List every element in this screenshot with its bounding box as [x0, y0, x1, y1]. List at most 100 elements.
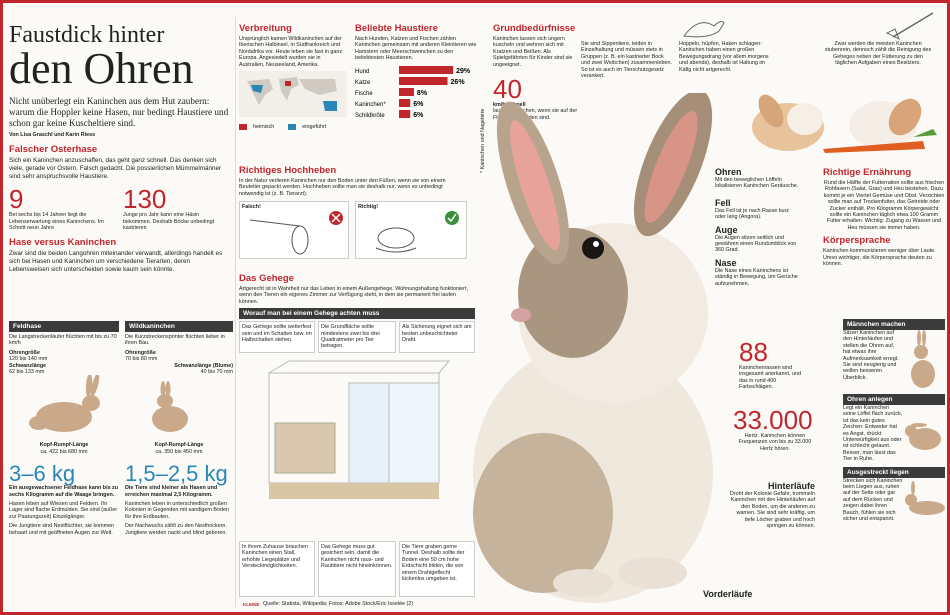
behaviour-1-label: Männchen machen — [843, 319, 945, 330]
wildkaninchen-life-text: Kaninchen leben in unterschiedlich große… — [125, 501, 229, 520]
koerper-behaviours: Männchen machen Sitzen Kaninchen auf den… — [843, 319, 945, 528]
chart-value-label: 8% — [417, 90, 428, 97]
wildkaninchen-kr-value: ca. 350 bis 450 mm — [155, 448, 203, 455]
hinterlaeufe-heading: Hinterläufe — [767, 481, 815, 491]
nase-text: Die Nase eines Kaninchens ist ständig in… — [715, 267, 798, 287]
wildkaninchen-schwanz-label: Schwanzlänge (Blume) — [174, 362, 233, 369]
bewegung-text: Hoppeln, hüpfen, Haken schlagen: Kaninch… — [679, 41, 769, 73]
vorderlaeufe-heading: Vorderläufe — [703, 589, 753, 599]
stat-33000-value: 33.000 — [733, 405, 813, 435]
hinterlaeufe: Hinterläufe Droht der Kolonie Gefahr, tr… — [729, 481, 815, 529]
koerper-heading: Körpersprache — [823, 235, 891, 247]
chart-value-label: 6% — [413, 101, 424, 108]
auge-text: Die Augen sitzen seitlich und gewähren e… — [715, 234, 797, 254]
source-line: Quelle: Statista, Wikipedia; Fotos: Adob… — [263, 601, 414, 607]
chart-bar — [399, 109, 411, 118]
feldhase-weight-text: Ein ausgewachsener Feldhase kann bis zu … — [9, 485, 119, 498]
falsch-label: Falsch! — [242, 204, 261, 211]
feldhase-weight: 3–6 kg — [9, 461, 76, 487]
stat-9-value: 9 — [9, 184, 24, 215]
hochheben-text: In der Natur verlieren Kaninchen nur den… — [239, 178, 446, 197]
legend-blue-swatch — [288, 124, 297, 131]
stat-33000-text: Hertz. Kaninchen können Frequenzen von b… — [738, 433, 812, 452]
hase-text: Zwar sind die beiden Langohren miteinand… — [9, 250, 223, 273]
lead-text: Nicht unüberlegt ein Kaninchen aus dem H… — [9, 96, 229, 128]
wildkaninchen-young-text: Der Nachwuchs zählt zu den Nesthockern. … — [125, 523, 227, 536]
title-line2: den Ohren — [9, 44, 194, 93]
chart-category-label: Fische — [355, 91, 373, 97]
gehege-info-1: In ihrem Zuhause brauchen Kaninchen eine… — [239, 541, 315, 597]
world-map — [239, 71, 347, 118]
falsch-panel: Falsch! — [239, 201, 349, 260]
feldhase-kr-value: ca. 422 bis 680 mm — [40, 448, 88, 455]
behaviour-3-text: Strecken sich Kaninchen beim Liegen aus,… — [843, 477, 903, 523]
gehege-bar: Worauf man bei einem Gehege achten muss — [239, 308, 475, 320]
koerper-text: Kaninchen kommunizieren weniger über Lau… — [823, 248, 936, 268]
stat-88: 88 Kaninchenrassen sind insgesamt anerka… — [739, 339, 809, 391]
ohren-text: Mit den beweglichen Löffeln lokalisieren… — [715, 177, 799, 190]
ears-back-rabbit-icon — [905, 423, 941, 450]
gehege-section: Das Gehege Artgerecht ist in Wahrheit nu… — [239, 273, 475, 518]
feldhase-panel: Feldhase Die Langstreckenläufer flüchten… — [9, 321, 119, 536]
central-rabbit-photo — [473, 93, 713, 603]
ernaehrung-section: Richtige Ernährung Rund die Hälfte der F… — [823, 167, 945, 267]
sippentiere-text: Sie sind Sippentiere, leiden in Einzelha… — [581, 41, 672, 80]
auge-heading: Auge — [715, 224, 738, 235]
haustiere-text: Nach Hunden, Katzen und Fischen zählen K… — [355, 36, 477, 62]
hase-heading: Hase versus Kaninchen — [9, 237, 117, 249]
pet-bar-chart: Hund 29% Katze 26% Fische 8% Kaninchen* 6% Schil… — [355, 65, 471, 119]
haustiere-heading: Beliebte Haustiere — [355, 23, 438, 34]
feldhase-kr-label: Kopf-Rumpf-Länge — [39, 442, 89, 449]
ernaehrung-text: Rund die Hälfte der Futterration sollte … — [823, 180, 945, 231]
gehege-tip-1: Das Gehege sollte wetterfest sein und im… — [239, 321, 315, 353]
sitting-up-rabbit-icon — [911, 330, 935, 388]
chart-category-label: Kaninchen* — [355, 102, 386, 108]
hochheben-heading: Richtiges Hochheben — [239, 165, 337, 176]
wildkaninchen-ohr-label: Ohrengröße — [125, 349, 156, 356]
stat-9-text: Bei sechs bis 14 Jahren liegt die Lebens… — [9, 212, 104, 231]
grundbed-heading: Grundbedürfnisse — [493, 23, 576, 34]
hochheben-section: Richtiges Hochheben In der Natur verlier… — [239, 165, 467, 260]
anatomy-labels: Ohren Mit den beweglichen Löffeln lokali… — [715, 167, 801, 287]
feldhase-ohr-label: Ohrengröße — [9, 349, 40, 356]
feldhase-desc: Die Langstreckenläufer flüchten mit bis … — [9, 334, 117, 347]
chart-bar — [399, 87, 414, 96]
chart-category-label: Hund — [355, 69, 369, 75]
osterhase-heading: Falscher Osterhase — [9, 144, 98, 156]
legend-red-swatch — [239, 124, 247, 131]
byline: Von Lisa Graschl und Karin Riess — [9, 132, 96, 138]
wildkaninchen-weight-text: Die Tiere sind kleiner als Hasen und err… — [125, 485, 218, 498]
gehege-tip-2: Die Grundfläche sollte mindestens zwei b… — [318, 321, 396, 353]
chart-bar — [399, 76, 448, 85]
wildkaninchen-weight: 1,5–2,5 kg — [125, 461, 228, 487]
reinigung-text: Zwar werden die meisten Kaninchen stuben… — [824, 41, 932, 67]
lop-rabbits-photo — [752, 94, 937, 153]
feldhase-young-text: Die Jungtiere sind Nestflüchter, sie kom… — [9, 523, 115, 536]
wildkaninchen-illustration — [152, 381, 188, 433]
nase-heading: Nase — [715, 257, 737, 268]
hopping-rabbit-icon — [683, 21, 725, 38]
wildkaninchen-panel: Wildkaninchen Die Kurzstreckensprinter f… — [125, 321, 233, 536]
wildkaninchen-desc: Die Kurzstreckensprinter flüchten lieber… — [125, 334, 225, 347]
gehege-tip-3: Als Sicherung eignet sich am besten unbe… — [399, 321, 475, 353]
stat-88-text: Kaninchenrassen sind insgesamt anerkannt… — [739, 365, 802, 391]
feldhase-ohr-value: 120 bis 140 mm — [9, 356, 48, 363]
chart-bar — [399, 65, 454, 74]
ohren-heading: Ohren — [715, 167, 742, 177]
right-lift-illustration — [375, 211, 459, 253]
feldhase-label: Feldhase — [9, 321, 119, 332]
verbreitung-section: Verbreitung Ursprünglich kamen Wildkanin… — [239, 23, 347, 131]
left-column: Faustdick hinter den Ohren Nicht unüberl… — [9, 23, 229, 273]
behaviour-3-label: Ausgestreckt liegen — [843, 466, 945, 478]
wildkaninchen-label: Wildkaninchen — [125, 321, 233, 332]
richtig-panel: Richtig! — [355, 201, 467, 260]
verbreitung-heading: Verbreitung — [239, 23, 292, 34]
gehege-info-2: Das Gehege muss gut gesichert sein, dami… — [318, 541, 396, 597]
stat-33000: 33.000 Hertz. Kaninchen können Frequenze… — [733, 407, 817, 452]
wildkaninchen-ohr-value: 70 bis 80 mm — [125, 356, 158, 363]
stat-88-value: 88 — [739, 337, 768, 367]
chart-bar — [399, 98, 411, 107]
chart-category-label: Schildkröte — [355, 113, 385, 119]
speed-value: 40 — [493, 74, 522, 105]
